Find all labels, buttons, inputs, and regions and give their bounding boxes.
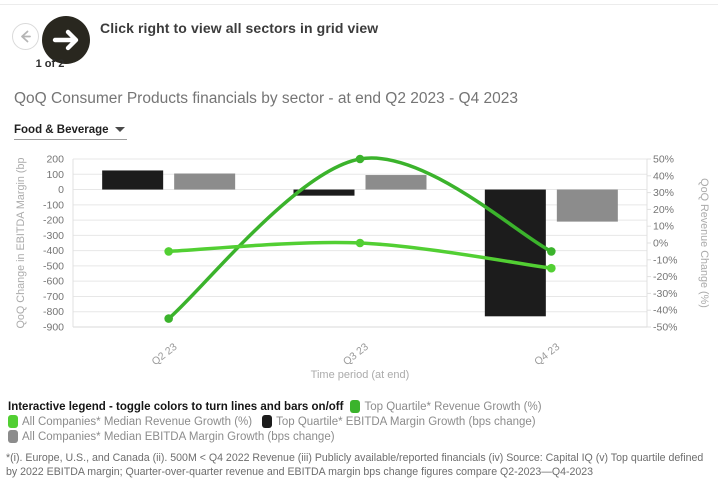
combo-chart: 200 100 0 -100 -200 -300 -400 -500 -600 -700 -800 -… <box>0 145 718 397</box>
right-axis-labels: 50% 40% 30% 20% 10% 0% -10% -20% -30% -40% -50% <box>647 154 678 334</box>
legend-row: All Companies* Median Revenue Growth (%)… <box>8 414 714 429</box>
x-axis-labels: Q2 23 Q3 23 Q4 23 <box>150 341 563 368</box>
svg-text:100: 100 <box>46 169 64 181</box>
svg-text:-400: -400 <box>43 245 64 257</box>
legend-item-top-quartile-revenue[interactable]: Top Quartile* Revenue Growth (%) <box>350 400 542 413</box>
svg-text:-900: -900 <box>43 322 64 334</box>
svg-text:-30%: -30% <box>653 288 678 300</box>
svg-text:-700: -700 <box>43 291 64 303</box>
legend-swatch-black-icon <box>262 415 273 428</box>
sector-dropdown[interactable]: Food & Beverage <box>14 120 127 140</box>
svg-text:-20%: -20% <box>653 271 678 283</box>
bar-q2-23 <box>174 173 236 190</box>
svg-text:Q2 23: Q2 23 <box>150 341 180 368</box>
bar-series-all-companies-ebitda <box>174 173 618 222</box>
svg-text:-100: -100 <box>43 199 64 211</box>
svg-text:-40%: -40% <box>653 305 678 317</box>
svg-text:10%: 10% <box>653 221 674 233</box>
footnote: *(i). Europe, U.S., and Canada (ii). 500… <box>6 452 704 478</box>
svg-text:20%: 20% <box>653 204 674 216</box>
svg-text:50%: 50% <box>653 154 674 166</box>
bar-q3-23 <box>365 175 427 190</box>
svg-text:0%: 0% <box>653 238 668 250</box>
arrow-right-icon <box>52 29 79 51</box>
svg-text:-600: -600 <box>43 276 64 288</box>
data-point-marker <box>355 154 365 164</box>
previous-page-button[interactable] <box>12 23 39 50</box>
legend-swatch-green-icon <box>350 400 361 413</box>
carousel-message: Click right to view all sectors in grid … <box>100 20 379 36</box>
svg-text:-10%: -10% <box>653 254 678 266</box>
svg-text:200: 200 <box>46 154 64 166</box>
svg-text:Q4 23: Q4 23 <box>532 341 562 368</box>
data-point-marker <box>547 247 556 256</box>
svg-text:-500: -500 <box>43 260 64 272</box>
line-series-all-companies-revenue <box>164 238 556 273</box>
bar-q3-23 <box>293 189 355 196</box>
bar-series-top-quartile-ebitda <box>102 170 546 317</box>
top-divider <box>0 4 718 5</box>
pagination-label: 1 of 2 <box>35 58 65 70</box>
legend-swatch-light-green-icon <box>8 415 18 428</box>
legend-intro: Interactive legend - toggle colors to tu… <box>8 400 344 413</box>
x-axis-title: Time period (at end) <box>311 369 410 381</box>
svg-text:Q3 23: Q3 23 <box>341 341 371 368</box>
legend-swatch-gray-icon <box>8 430 18 443</box>
legend-item-all-companies-ebitda[interactable]: All Companies* Median EBITDA Margin Grow… <box>8 430 335 443</box>
line-series-top-quartile-revenue <box>164 154 556 323</box>
data-point-marker <box>355 238 365 248</box>
svg-text:-200: -200 <box>43 215 64 227</box>
svg-text:-800: -800 <box>43 306 64 318</box>
svg-text:-50%: -50% <box>653 322 678 334</box>
data-point-marker <box>547 263 556 273</box>
right-axis-title: QoQ Revenue Change (%) <box>698 178 710 308</box>
legend-row: All Companies* Median EBITDA Margin Grow… <box>8 429 714 444</box>
svg-text:0: 0 <box>58 184 64 196</box>
legend-row: Interactive legend - toggle colors to tu… <box>8 399 714 414</box>
svg-text:30%: 30% <box>653 187 674 199</box>
page-title: QoQ Consumer Products financials by sect… <box>14 90 519 107</box>
data-point-marker <box>164 247 173 256</box>
bar-q2-23 <box>102 170 164 190</box>
left-axis-labels: 200 100 0 -100 -200 -300 -400 -500 -600 -700 -800 -… <box>43 154 64 334</box>
legend-item-top-quartile-ebitda[interactable]: Top Quartile* EBITDA Margin Growth (bps … <box>262 415 536 428</box>
chart-canvas: 200 100 0 -100 -200 -300 -400 -500 -600 -700 -800 -… <box>15 154 710 382</box>
legend-item-all-companies-revenue[interactable]: All Companies* Median Revenue Growth (%) <box>8 415 252 428</box>
chevron-down-icon <box>115 127 125 132</box>
svg-text:40%: 40% <box>653 170 674 182</box>
bar-q4-23 <box>556 189 618 222</box>
arrow-left-icon <box>21 30 31 43</box>
svg-text:-300: -300 <box>43 230 64 242</box>
left-axis-title: QoQ Change in EBITDA Margin (bp <box>15 157 27 328</box>
sector-dropdown-value: Food & Beverage <box>14 123 109 136</box>
next-page-button[interactable] <box>42 16 90 64</box>
interactive-legend: Interactive legend - toggle colors to tu… <box>8 399 714 444</box>
bar-q4-23 <box>484 189 546 317</box>
data-point-marker <box>164 314 173 323</box>
